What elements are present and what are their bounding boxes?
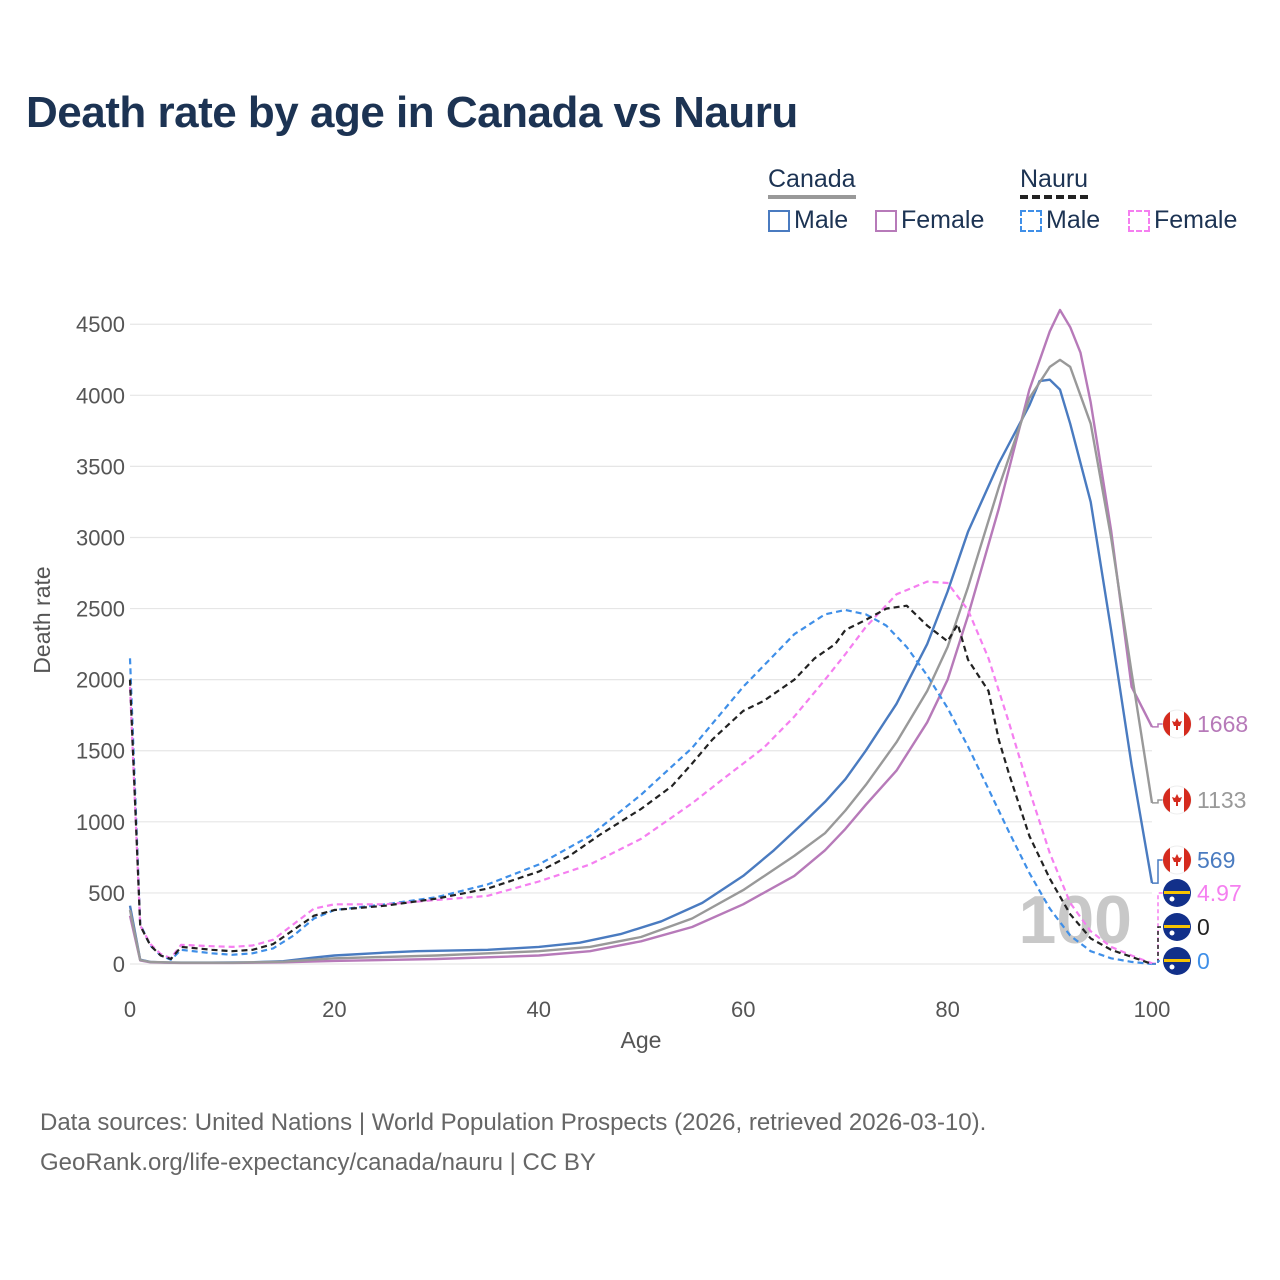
end-labels: 1668 1133 569 4.97 0 0: [1152, 709, 1248, 975]
legend-group-title: Canada: [768, 165, 856, 199]
canada-flag-icon: [1162, 785, 1192, 815]
legend-label: Male: [1046, 206, 1101, 234]
series-line-nauru-total[interactable]: [128, 604, 1153, 966]
y-tick-label: 0: [113, 952, 125, 977]
legend-item-canada-male[interactable]: Male: [768, 206, 848, 235]
end-label-connector: [1152, 723, 1163, 728]
gridlines: [130, 323, 1152, 965]
y-tick-label: 4500: [76, 312, 125, 337]
line-chart: 100 050010001500200025003000350040004500…: [29, 308, 1248, 1053]
end-value-label: 4.97: [1197, 880, 1242, 906]
y-tick-label: 3500: [76, 454, 125, 479]
legend-group-title: Nauru: [1020, 165, 1089, 199]
end-value-label: 1668: [1197, 711, 1248, 737]
end-value-label: 569: [1197, 847, 1235, 873]
nauru-flag-icon: [1163, 947, 1191, 975]
end-label-connector: [1152, 859, 1163, 884]
x-tick-label: 60: [731, 997, 755, 1022]
y-tick-label: 1000: [76, 810, 125, 835]
series-lines: [128, 308, 1154, 966]
legend-swatch: [1128, 209, 1150, 232]
end-value-label: 0: [1197, 948, 1210, 974]
legend-swatch: [768, 209, 790, 232]
y-tick-label: 3000: [76, 525, 125, 550]
x-tick-label: 100: [1134, 997, 1171, 1022]
end-label-connector: [1152, 960, 1163, 965]
footer-credit: GeoRank.org/life-expectancy/canada/nauru…: [40, 1149, 596, 1176]
series-line-nauru-female[interactable]: [128, 580, 1153, 965]
chart-title: Death rate by age in Canada vs Nauru: [26, 88, 798, 137]
legend-label: Female: [901, 206, 985, 234]
y-tick-label: 500: [88, 881, 125, 906]
legend-swatch: [875, 209, 897, 232]
series-line-canada-male[interactable]: [128, 378, 1154, 964]
series-line-canada-total[interactable]: [128, 358, 1154, 964]
legend-label: Male: [794, 206, 849, 234]
y-tick-label: 4000: [76, 383, 125, 408]
canada-flag-icon: [1162, 709, 1192, 739]
series-line-nauru-male[interactable]: [128, 608, 1153, 966]
watermark-label: 100: [1019, 882, 1132, 958]
x-axis-label: Age: [621, 1027, 662, 1053]
x-tick-label: 20: [322, 997, 346, 1022]
footer-source: Data sources: United Nations | World Pop…: [40, 1109, 987, 1136]
legend-group-canada: Canada: [768, 165, 856, 199]
x-tick-label: 40: [527, 997, 551, 1022]
end-value-label: 0: [1197, 914, 1210, 940]
x-tick-label: 0: [124, 997, 136, 1022]
nauru-flag-icon: [1163, 879, 1191, 907]
y-tick-label: 2500: [76, 597, 125, 622]
x-tick-label: 80: [935, 997, 959, 1022]
canada-flag-icon: [1162, 845, 1192, 875]
nauru-flag-icon: [1163, 913, 1191, 941]
series-line-canada-female[interactable]: [128, 308, 1154, 965]
end-value-label: 1133: [1197, 787, 1246, 813]
legend-item-canada-female[interactable]: Female: [875, 206, 984, 235]
axis-ticks: 0 500 1000 1500 2000 2500 3000 3500 4000 4500 0 20 4…: [76, 312, 1170, 1022]
legend-swatch: [1020, 209, 1042, 232]
y-tick-label: 1500: [76, 739, 125, 764]
end-label-connector: [1152, 799, 1163, 804]
legend-item-nauru-female[interactable]: Female: [1128, 206, 1237, 235]
legend-item-nauru-male[interactable]: Male: [1020, 206, 1100, 235]
legend-label: Female: [1154, 206, 1238, 234]
y-axis-label: Death rate: [29, 566, 55, 673]
legend-group-nauru: Nauru: [1020, 165, 1089, 199]
y-tick-label: 2000: [76, 668, 125, 693]
